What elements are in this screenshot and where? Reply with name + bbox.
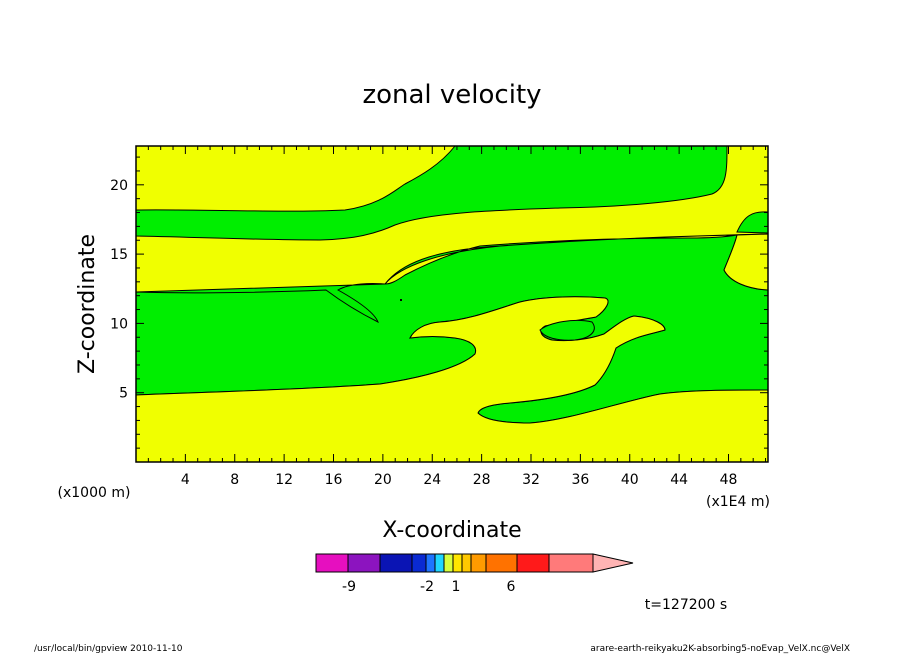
colorbar [315, 553, 634, 573]
x-tick-label: 12 [275, 472, 293, 488]
y-tick-label: 20 [110, 178, 128, 194]
x-unit-label: (x1E4 m) [706, 494, 770, 510]
colorbar-tick-label: 1 [452, 579, 461, 595]
footer-left: /usr/local/bin/gpview 2010-11-10 [34, 644, 183, 654]
x-tick-label: 32 [522, 472, 540, 488]
y-axis-title: Z-coordinate [75, 234, 100, 374]
contour-dot [400, 299, 402, 301]
colorbar-segment [443, 553, 454, 573]
colorbar-segment [461, 553, 472, 573]
x-tick-label: 4 [181, 472, 190, 488]
colorbar-segment [485, 553, 518, 573]
colorbar-segment [379, 553, 413, 573]
y-axis: 5 10 15 20 [110, 156, 768, 449]
colorbar-segment [347, 553, 381, 573]
colorbar-segment [411, 553, 427, 573]
colorbar-tick-label: -2 [420, 579, 434, 595]
negative-region-small-blob [539, 319, 595, 341]
x-tick-label: 40 [621, 472, 639, 488]
colorbar-tick-label: -9 [342, 579, 356, 595]
x-tick-label: 36 [571, 472, 589, 488]
y-unit-label: (x1000 m) [58, 485, 131, 501]
colorbar-segment [470, 553, 487, 573]
x-tick-label: 20 [374, 472, 392, 488]
colorbar-segment [516, 553, 550, 573]
positive-region-central-pocket [135, 296, 769, 463]
colorbar-segment [425, 553, 436, 573]
x-tick-label: 44 [670, 472, 688, 488]
colorbar-labels: -9 -2 1 6 [342, 579, 516, 595]
plot-frame [135, 145, 769, 463]
colorbar-arrow [592, 553, 634, 573]
x-tick-label: 24 [423, 472, 441, 488]
negative-region-right-wedge [736, 211, 769, 234]
y-tick-label: 15 [110, 247, 128, 263]
plot-area [135, 145, 769, 463]
x-axis-title: X-coordinate [382, 518, 521, 543]
footer-right: arare-earth-reikyaku2K-absorbing5-noEvap… [590, 644, 850, 654]
x-tick-label: 16 [325, 472, 343, 488]
negative-region-upper-band [135, 145, 728, 241]
colorbar-segment [548, 553, 594, 573]
x-tick-label: 8 [230, 472, 239, 488]
y-tick-label: 5 [119, 386, 128, 402]
x-axis: 4 8 12 16 20 24 28 32 36 40 44 48 [147, 146, 767, 488]
chart-title: zonal velocity [362, 80, 541, 110]
y-tick-label: 10 [110, 316, 128, 332]
colorbar-segment [315, 553, 349, 573]
x-tick-label: 28 [473, 472, 491, 488]
x-tick-label: 48 [720, 472, 738, 488]
colorbar-tick-label: 6 [507, 579, 516, 595]
colorbar-segment [434, 553, 445, 573]
colorbar-segment [452, 553, 463, 573]
time-label: t=127200 s [645, 597, 727, 613]
